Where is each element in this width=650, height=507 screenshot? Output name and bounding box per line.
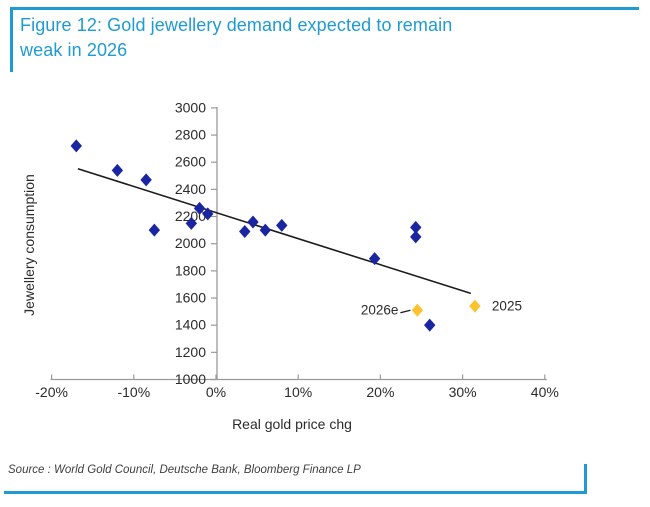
data-point-historical-years <box>185 216 198 230</box>
data-point-highlighted-years <box>469 299 481 313</box>
data-point-historical-years <box>70 139 82 153</box>
y-tick-label: 1800 <box>175 262 206 278</box>
data-point-historical-years <box>410 220 422 234</box>
data-point-historical-years <box>368 252 381 266</box>
figure-title-line2: weak in 2026 <box>20 39 128 60</box>
y-tick-label: 2600 <box>175 154 206 170</box>
x-axis-title: Real gold price chg <box>232 416 352 432</box>
data-point-historical-years <box>111 163 124 177</box>
y-tick-label: 1400 <box>175 317 206 333</box>
data-point-historical-years <box>202 207 214 221</box>
top-accent-rule <box>10 7 639 10</box>
data-point-historical-years <box>259 223 272 237</box>
y-tick-label: 1200 <box>175 344 206 360</box>
y-tick-label: 3000 <box>175 99 206 115</box>
annotation-label: 2025 <box>492 299 522 314</box>
title-accent-rule <box>10 7 13 72</box>
x-tick-label: 0% <box>206 384 226 400</box>
bottom-accent-rule <box>4 491 587 494</box>
y-tick-label: 2000 <box>175 235 206 251</box>
x-tick-label: 30% <box>449 384 477 400</box>
x-tick-label: -20% <box>35 384 68 400</box>
data-point-historical-years <box>410 230 422 244</box>
scatter-plot: 1000120014001600180020002200240026002800… <box>21 99 559 432</box>
x-tick-label: -10% <box>117 384 150 400</box>
y-axis-title: Jewellery consumption <box>21 174 37 316</box>
annotation-label: 2026e <box>361 303 399 318</box>
y-tick-label: 1000 <box>175 371 206 387</box>
annotation-callout <box>400 309 411 314</box>
x-tick-label: 20% <box>366 384 394 400</box>
data-point-historical-years <box>424 318 436 332</box>
x-tick-label: 40% <box>531 384 559 400</box>
data-point-historical-years <box>276 218 288 232</box>
data-point-historical-years <box>247 215 259 229</box>
y-tick-label: 2800 <box>175 127 206 143</box>
data-point-historical-years <box>239 224 251 238</box>
data-point-highlighted-years <box>411 303 424 317</box>
data-point-historical-years <box>140 173 152 187</box>
figure-title-line1: Figure 12: Gold jewellery demand expecte… <box>20 15 453 35</box>
figure-title: Figure 12: Gold jewellery demand expecte… <box>20 13 580 63</box>
y-tick-label: 1600 <box>175 290 206 306</box>
trend-line <box>77 167 472 295</box>
data-point-historical-years <box>148 223 161 237</box>
bottom-right-accent-bracket <box>584 464 587 494</box>
data-point-historical-years <box>193 201 206 215</box>
source-note: Source : World Gold Council, Deutsche Ba… <box>8 464 361 476</box>
x-tick-label: 10% <box>284 384 312 400</box>
y-tick-label: 2400 <box>175 181 206 197</box>
